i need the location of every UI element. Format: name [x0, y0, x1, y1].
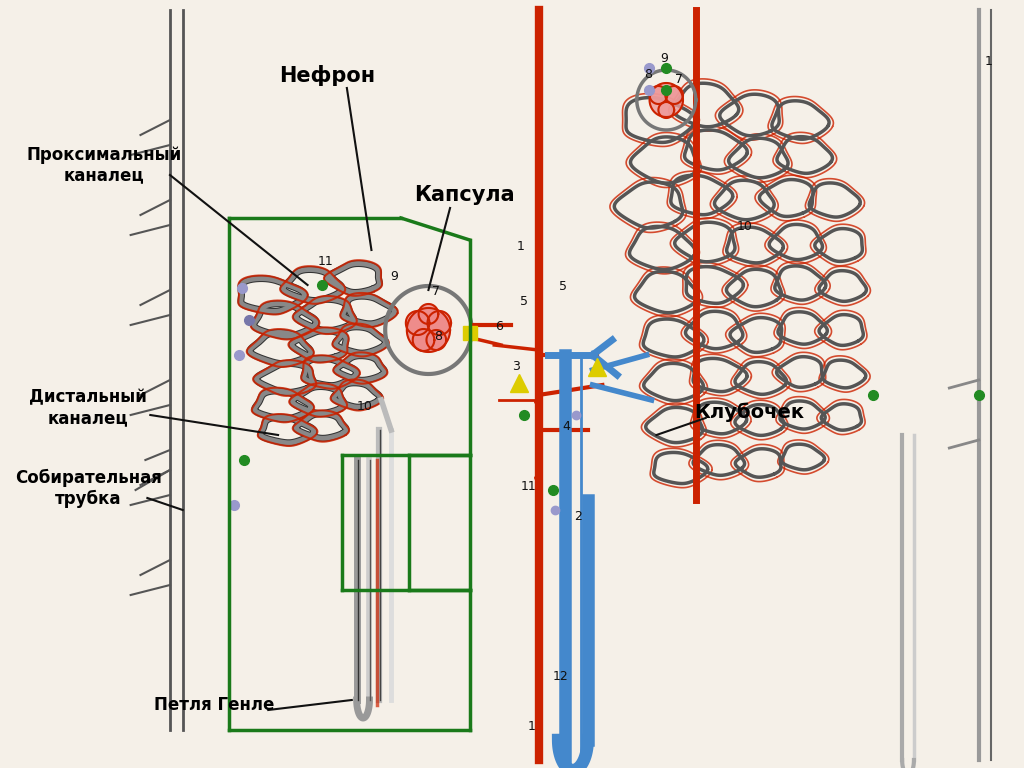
Text: 1: 1	[527, 720, 536, 733]
Polygon shape	[427, 311, 451, 335]
Polygon shape	[406, 311, 429, 335]
Text: 2: 2	[573, 510, 582, 523]
Text: Собирательная
трубка: Собирательная трубка	[15, 468, 162, 508]
Text: Петля Генле: Петля Генле	[154, 696, 274, 714]
Polygon shape	[649, 86, 668, 104]
Text: 8: 8	[644, 68, 652, 81]
Text: 11: 11	[521, 480, 537, 493]
Text: 7: 7	[432, 285, 440, 298]
Text: 3: 3	[512, 360, 520, 373]
Text: 6: 6	[496, 320, 503, 333]
Text: 9: 9	[660, 52, 669, 65]
Polygon shape	[649, 83, 683, 117]
Text: Клубочек: Клубочек	[694, 402, 805, 422]
Text: 5: 5	[559, 280, 567, 293]
Text: 10: 10	[737, 220, 753, 233]
Text: 1: 1	[985, 55, 992, 68]
Text: 4: 4	[562, 420, 570, 433]
Text: Дистальный
каналец: Дистальный каналец	[30, 389, 147, 428]
Text: 10: 10	[356, 400, 373, 413]
Text: 11: 11	[317, 255, 333, 268]
Polygon shape	[419, 304, 438, 324]
Polygon shape	[413, 329, 434, 351]
Text: 12: 12	[552, 670, 568, 683]
Text: 5: 5	[520, 295, 527, 308]
Text: 8: 8	[434, 330, 442, 343]
Text: 7: 7	[675, 73, 683, 86]
Polygon shape	[666, 86, 683, 104]
Polygon shape	[426, 330, 446, 350]
Text: Нефрон: Нефрон	[280, 65, 375, 85]
Polygon shape	[658, 102, 674, 118]
Text: 9: 9	[390, 270, 398, 283]
Text: Проксимальный
каналец: Проксимальный каналец	[27, 146, 181, 184]
Text: 1: 1	[517, 240, 524, 253]
Text: Капсула: Капсула	[415, 185, 515, 205]
Polygon shape	[407, 308, 451, 352]
